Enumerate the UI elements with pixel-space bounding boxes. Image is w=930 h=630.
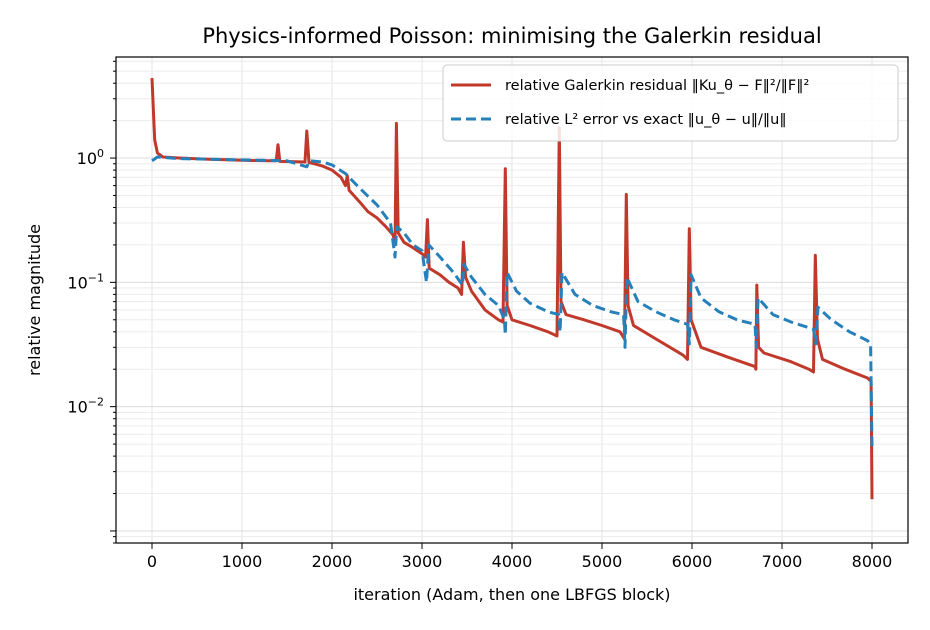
x-tick-label: 0 (147, 552, 157, 571)
series-layer (150, 78, 874, 500)
legend-label-l2-error: relative L² error vs exact ‖u_θ − u‖/‖u‖ (505, 112, 787, 128)
chart-title: Physics-informed Poisson: minimising the… (202, 24, 821, 48)
x-tick-label: 8000 (852, 552, 893, 571)
y-tick-label: 10−2 (67, 396, 104, 417)
x-tick-label: 2000 (312, 552, 353, 571)
legend-label-residual: relative Galerkin residual ‖Ku_θ − F‖²/‖… (505, 78, 809, 94)
series-line-residual (150, 78, 874, 500)
x-tick-label: 6000 (672, 552, 713, 571)
x-tick-label: 4000 (492, 552, 533, 571)
legend: relative Galerkin residual ‖Ku_θ − F‖²/‖… (442, 64, 899, 142)
x-axis-label: iteration (Adam, then one LBFGS block) (353, 585, 670, 604)
series-line-l2-error (151, 155, 874, 448)
ticks: 0 1000 2000 3000 4000 5000 6000 7000 8000 100 10−1… (67, 60, 893, 571)
x-tick-label: 3000 (402, 552, 443, 571)
y-tick-label: 10−1 (67, 271, 104, 292)
x-tick-label: 7000 (762, 552, 803, 571)
x-tick-label: 5000 (582, 552, 623, 571)
legend-box (442, 64, 899, 142)
y-axis-label: relative magnitude (25, 224, 44, 376)
y-tick-label: 100 (77, 147, 104, 168)
x-tick-label: 1000 (222, 552, 263, 571)
